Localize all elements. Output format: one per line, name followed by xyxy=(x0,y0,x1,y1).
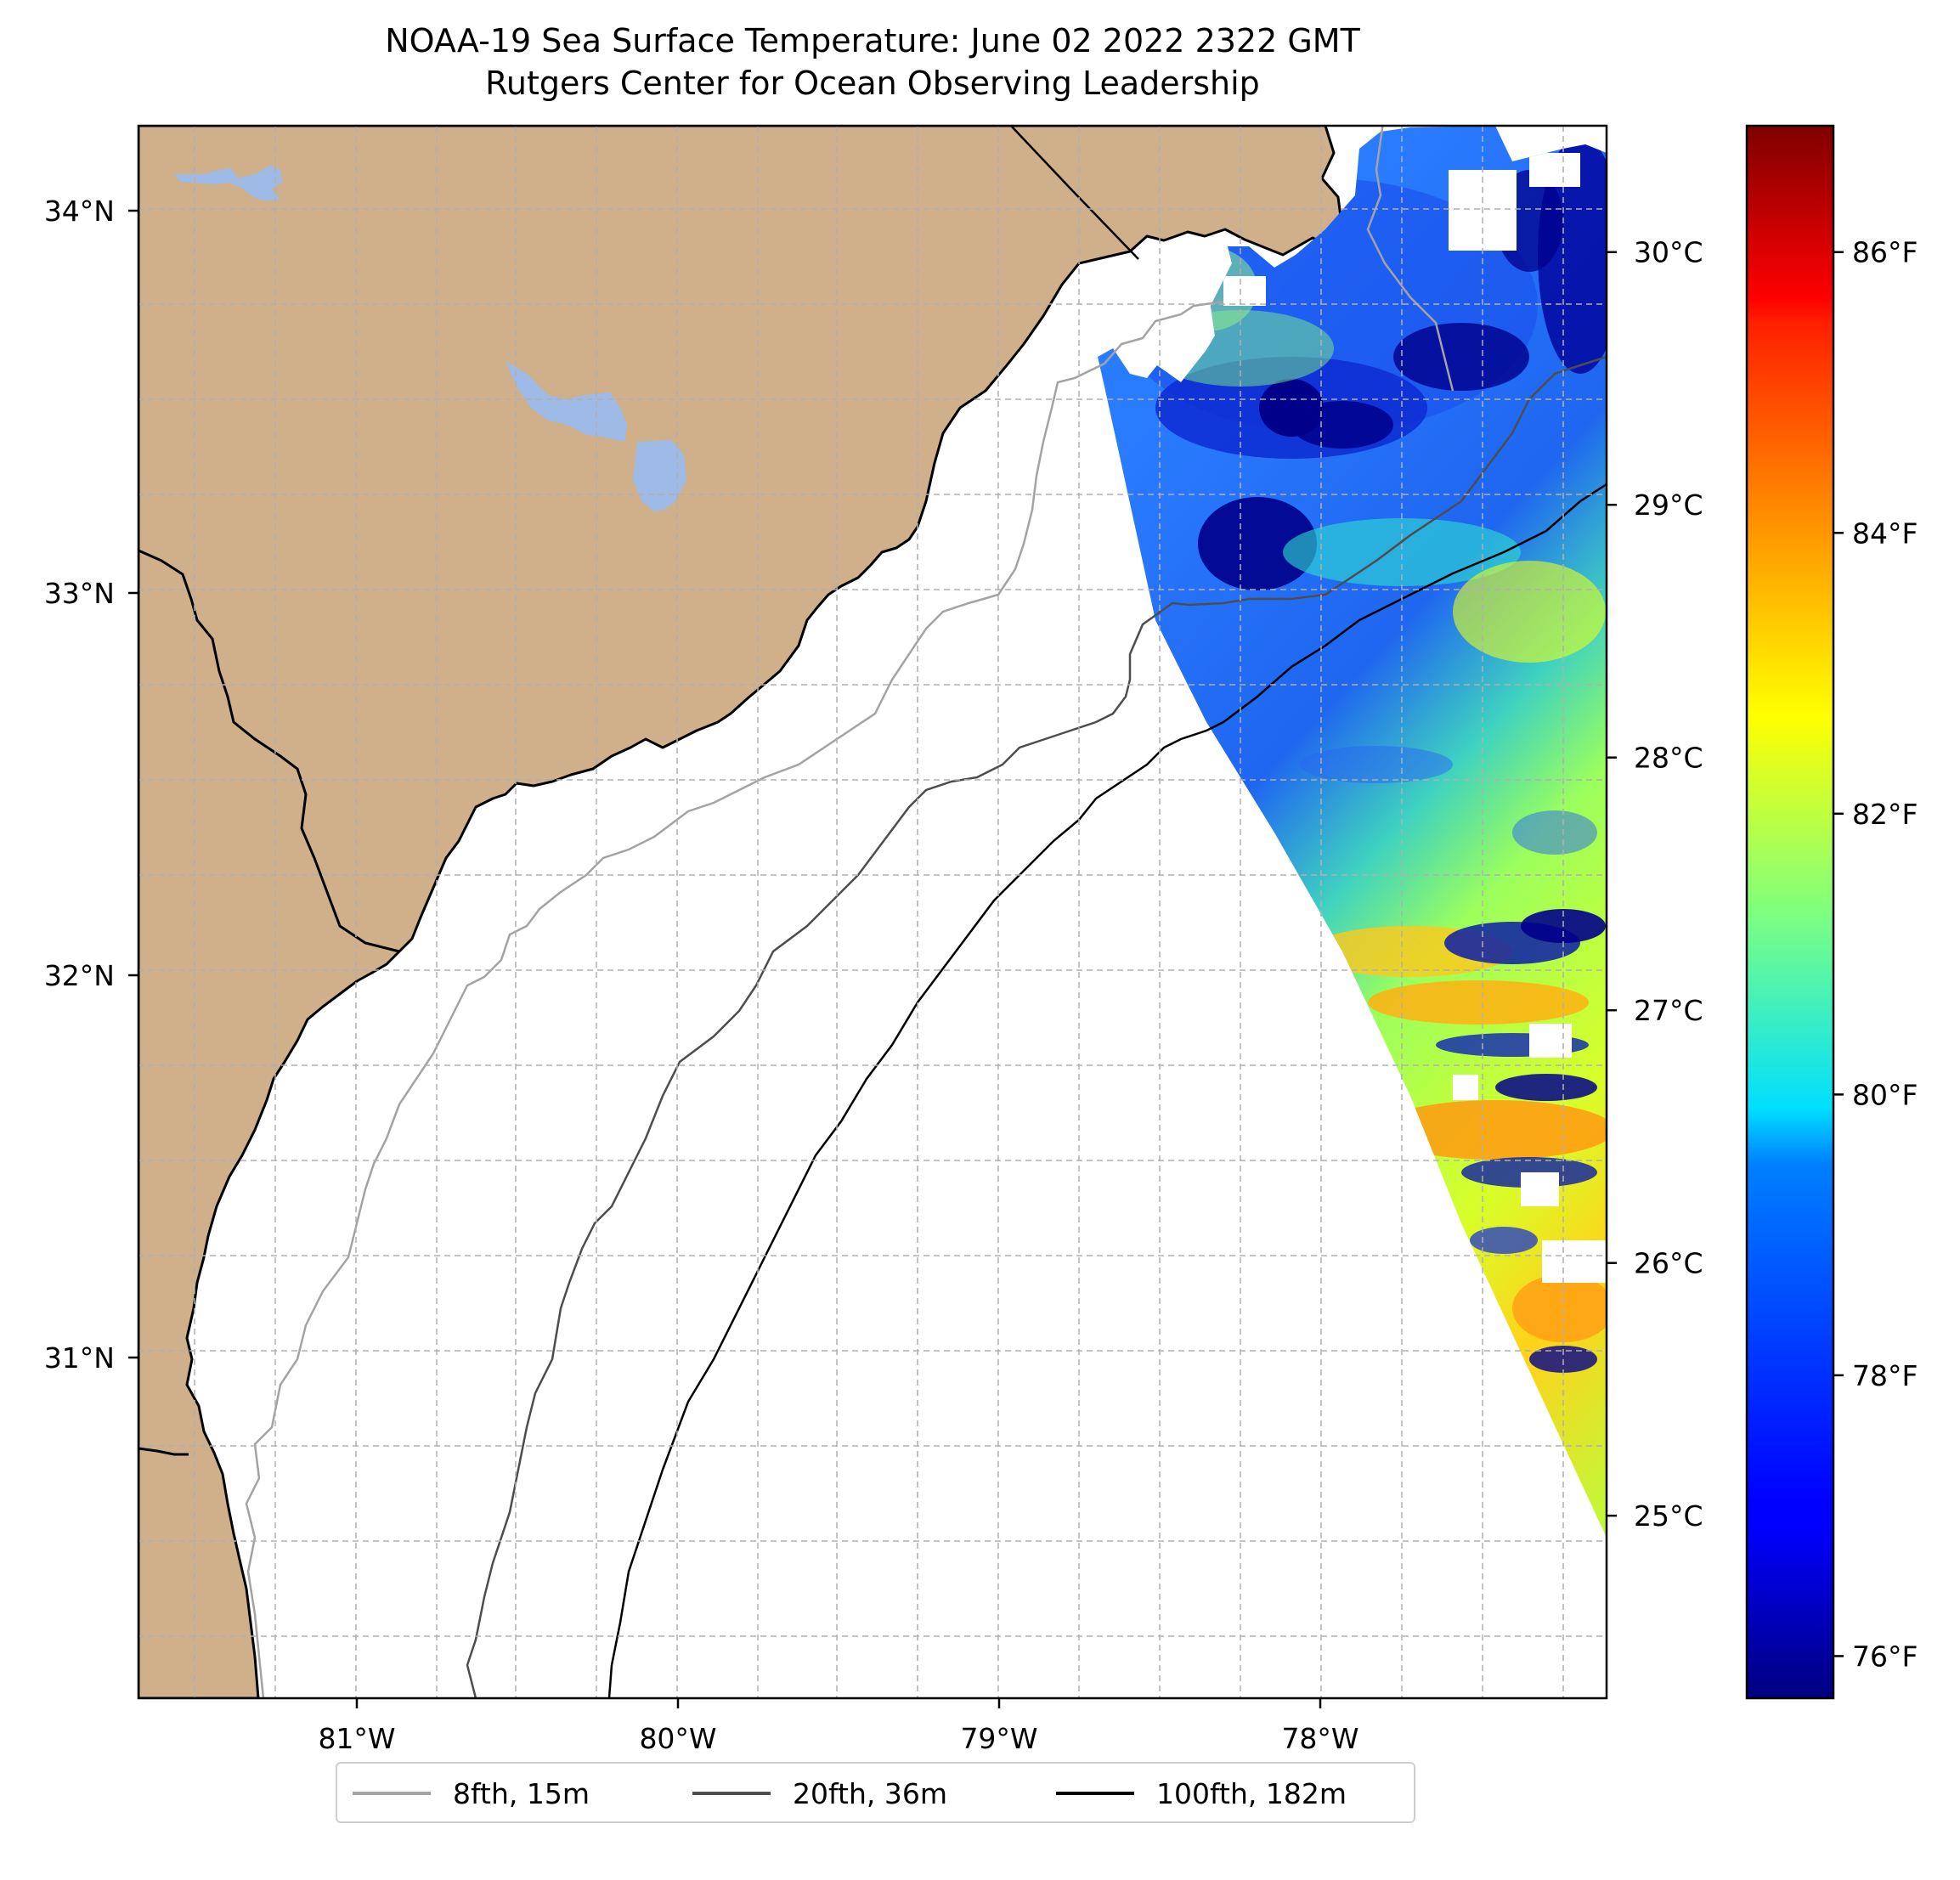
title-line-1: NOAA-19 Sea Surface Temperature: June 02… xyxy=(385,22,1360,59)
lat-axis: 34°N 33°N 32°N 31°N xyxy=(44,195,138,1375)
legend-item-100fth: 100fth, 182m xyxy=(1056,1776,1347,1811)
colorbar-f-tick-label: 78°F xyxy=(1852,1359,1918,1392)
land xyxy=(138,126,1344,1698)
lon-tick-label: 80°W xyxy=(639,1722,716,1755)
colorbar-c-tick-label: 25°C xyxy=(1634,1499,1703,1533)
state-border-ga-sc xyxy=(138,549,400,953)
state-border-ga-fl xyxy=(138,1447,189,1456)
isobath-20fth xyxy=(466,355,1607,1698)
legend-swatch-100fth xyxy=(1056,1792,1134,1795)
lon-tick-label: 78°W xyxy=(1281,1722,1358,1755)
state-border-nc-sc xyxy=(1010,126,1139,260)
legend-item-20fth: 20fth, 36m xyxy=(692,1776,947,1811)
colorbar-c-tick-label: 27°C xyxy=(1634,994,1703,1027)
isobath-100fth xyxy=(607,483,1607,1698)
colorbar-f-tick-label: 80°F xyxy=(1852,1078,1918,1111)
legend-swatch-8fth xyxy=(353,1792,431,1795)
colorbar-f-tick-label: 86°F xyxy=(1852,236,1918,269)
colorbar xyxy=(1745,124,1835,1700)
lon-tick-label: 79°W xyxy=(960,1722,1037,1755)
colorbar-c-tick-label: 30°C xyxy=(1634,236,1703,269)
title-line-2: Rutgers Center for Ocean Observing Leade… xyxy=(485,65,1260,102)
isobath-8fth xyxy=(245,126,1454,1698)
colorbar-f-tick-label: 84°F xyxy=(1852,517,1918,550)
lat-tick-label: 31°N xyxy=(44,1341,115,1375)
colorbar-f-tick-label: 82°F xyxy=(1852,798,1918,831)
colorbar-c-tick-label: 29°C xyxy=(1634,488,1703,522)
lon-tick-label: 81°W xyxy=(318,1722,395,1755)
lon-axis: 81°W 80°W 79°W 78°W xyxy=(318,1698,1359,1755)
colorbar-axis: 86°F 84°F 82°F 80°F 78°F 76°F 30°C 29°C 28°C 27°C… xyxy=(1607,236,1918,1673)
lat-tick-label: 33°N xyxy=(44,577,115,610)
legend-label-100fth: 100fth, 182m xyxy=(1156,1776,1347,1810)
lat-tick-label: 34°N xyxy=(44,195,115,228)
legend-item-8fth: 8fth, 15m xyxy=(353,1776,590,1811)
legend-swatch-20fth xyxy=(692,1792,771,1795)
colorbar-f-tick-label: 76°F xyxy=(1852,1640,1918,1673)
legend-label-8fth: 8fth, 15m xyxy=(453,1776,590,1810)
colorbar-c-tick-label: 28°C xyxy=(1634,742,1703,775)
gridlines xyxy=(138,126,1607,1698)
colorbar-c-tick-label: 26°C xyxy=(1634,1247,1703,1280)
lake-hartwell xyxy=(174,166,282,200)
legend: 8fth, 15m 20fth, 36m 100fth, 182m xyxy=(336,1762,1415,1823)
lake-moultrie xyxy=(633,440,686,511)
map-frame xyxy=(137,124,1608,1700)
lat-tick-label: 32°N xyxy=(44,959,115,992)
legend-label-20fth: 20fth, 36m xyxy=(793,1776,947,1810)
